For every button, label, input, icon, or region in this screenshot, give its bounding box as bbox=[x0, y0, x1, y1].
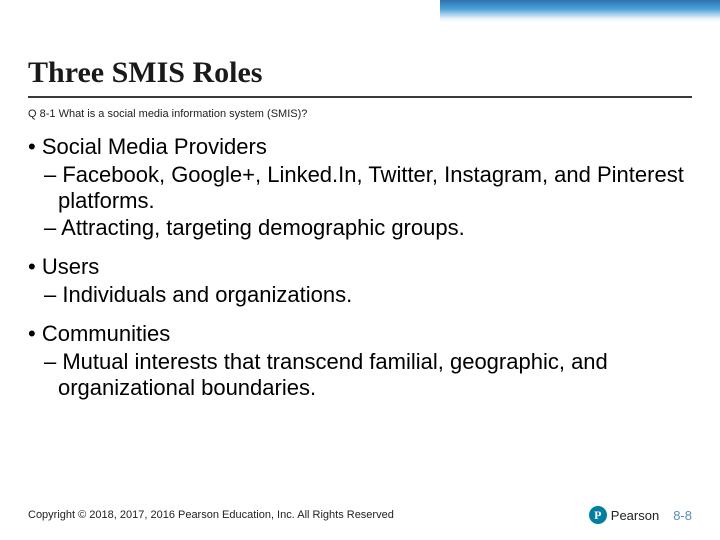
pearson-logo: P Pearson bbox=[589, 506, 659, 524]
sub-bullet-text: Mutual interests that transcend familial… bbox=[58, 349, 608, 400]
dash-marker: – bbox=[44, 215, 61, 240]
pearson-brand-text: Pearson bbox=[611, 508, 659, 523]
slide-subtitle: Q 8-1 What is a social media information… bbox=[28, 108, 692, 120]
dash-marker: – bbox=[44, 349, 62, 374]
bullet-item: • Communities bbox=[28, 321, 692, 347]
header-accent bbox=[440, 0, 720, 22]
slide-content: Three SMIS Roles Q 8-1 What is a social … bbox=[28, 56, 692, 402]
bullet-marker: • bbox=[28, 134, 42, 159]
sub-bullet-item: – Mutual interests that transcend famili… bbox=[28, 349, 692, 401]
sub-bullet-text: Individuals and organizations. bbox=[62, 282, 352, 307]
pearson-logo-icon: P bbox=[589, 506, 607, 524]
sub-bullet-item: – Facebook, Google+, Linked.In, Twitter,… bbox=[28, 162, 692, 214]
bullet-item: • Social Media Providers bbox=[28, 134, 692, 160]
copyright-text: Copyright © 2018, 2017, 2016 Pearson Edu… bbox=[28, 509, 394, 521]
bullet-marker: • bbox=[28, 321, 42, 346]
dash-marker: – bbox=[44, 282, 62, 307]
sub-bullet-item: – Attracting, targeting demographic grou… bbox=[28, 215, 692, 241]
pearson-p-glyph: P bbox=[594, 508, 601, 523]
dash-marker: – bbox=[44, 162, 62, 187]
bullet-item: • Users bbox=[28, 254, 692, 280]
sub-bullet-text: Facebook, Google+, Linked.In, Twitter, I… bbox=[58, 162, 684, 213]
bullet-label: Communities bbox=[42, 321, 170, 346]
bullet-label: Users bbox=[42, 254, 99, 279]
bullet-marker: • bbox=[28, 254, 42, 279]
bullet-label: Social Media Providers bbox=[42, 134, 267, 159]
footer-right: P Pearson 8-8 bbox=[589, 506, 692, 524]
slide-number: 8-8 bbox=[673, 508, 692, 523]
sub-bullet-text: Attracting, targeting demographic groups… bbox=[61, 215, 465, 240]
slide-footer: Copyright © 2018, 2017, 2016 Pearson Edu… bbox=[28, 506, 692, 524]
slide-title: Three SMIS Roles bbox=[28, 56, 692, 98]
sub-bullet-item: – Individuals and organizations. bbox=[28, 282, 692, 308]
